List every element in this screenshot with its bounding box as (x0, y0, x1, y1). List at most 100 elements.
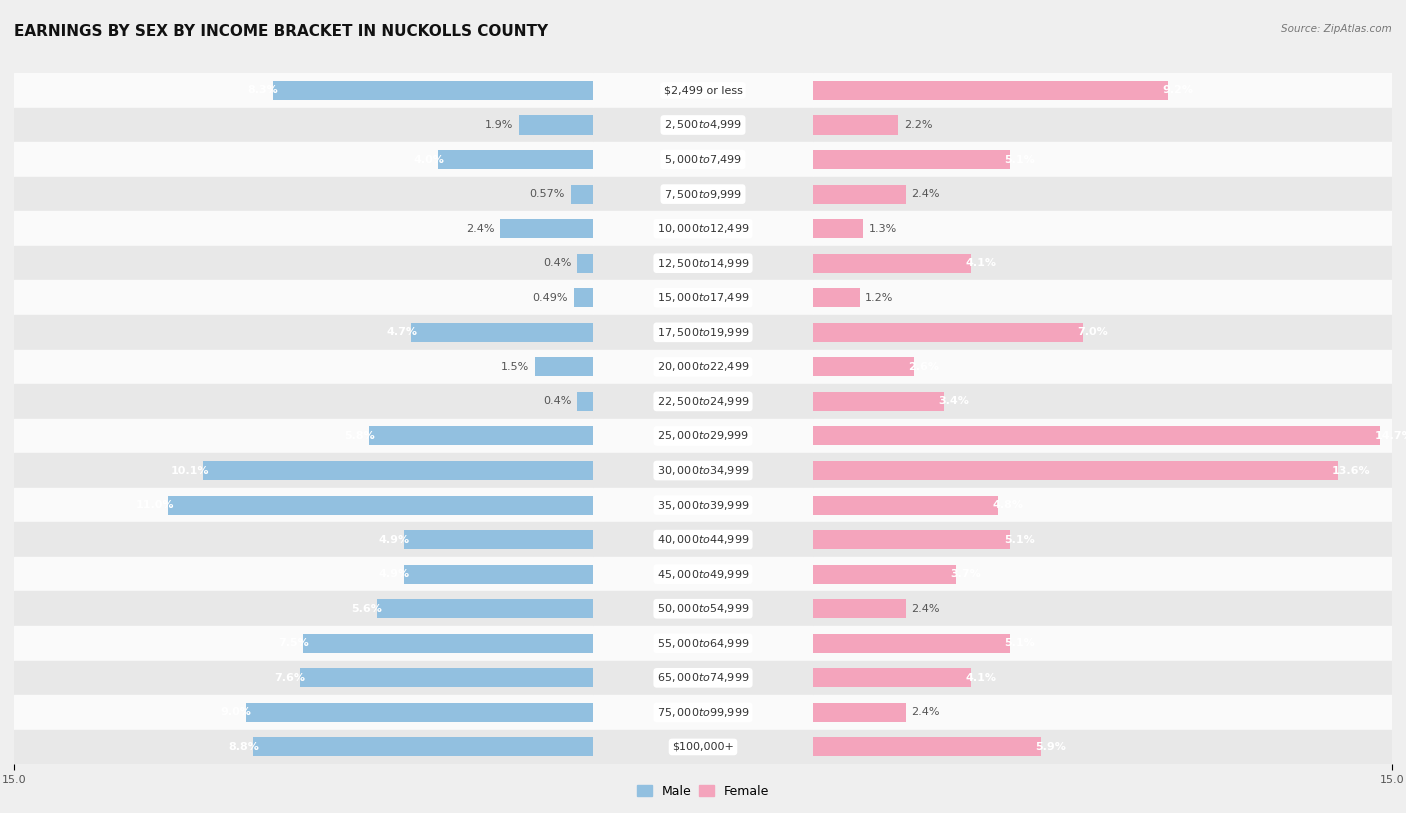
Text: $10,000 to $12,499: $10,000 to $12,499 (657, 222, 749, 235)
Bar (813, 323, 1083, 341)
Text: 0.4%: 0.4% (543, 397, 572, 406)
Bar (593, 246, 813, 280)
Bar (412, 323, 593, 341)
Bar (813, 220, 863, 238)
Text: 4.9%: 4.9% (378, 535, 409, 545)
Text: $25,000 to $29,999: $25,000 to $29,999 (657, 429, 749, 442)
Bar (813, 254, 972, 272)
Bar (593, 176, 813, 211)
Bar (593, 211, 813, 246)
Bar (813, 737, 1040, 756)
Text: $65,000 to $74,999: $65,000 to $74,999 (657, 672, 749, 685)
Bar (273, 81, 593, 100)
Text: 2.6%: 2.6% (908, 362, 939, 372)
Text: $2,499 or less: $2,499 or less (664, 85, 742, 95)
Bar (813, 176, 1392, 211)
Bar (14, 523, 593, 557)
Bar (439, 150, 593, 169)
Text: 1.3%: 1.3% (869, 224, 897, 233)
Text: 0.57%: 0.57% (530, 189, 565, 199)
Bar (578, 254, 593, 272)
Text: $20,000 to $22,499: $20,000 to $22,499 (657, 360, 749, 373)
Text: EARNINGS BY SEX BY INCOME BRACKET IN NUCKOLLS COUNTY: EARNINGS BY SEX BY INCOME BRACKET IN NUC… (14, 24, 548, 39)
Bar (593, 626, 813, 660)
Bar (813, 703, 905, 722)
Text: 10.1%: 10.1% (170, 466, 209, 476)
Text: 1.2%: 1.2% (865, 293, 894, 302)
Bar (813, 488, 1392, 523)
Text: 1.5%: 1.5% (501, 362, 529, 372)
Bar (14, 626, 593, 660)
Text: 5.6%: 5.6% (352, 604, 382, 614)
Bar (304, 634, 593, 653)
Text: 11.0%: 11.0% (135, 500, 174, 510)
Text: 5.9%: 5.9% (1035, 742, 1066, 752)
Bar (813, 530, 1010, 549)
Bar (593, 523, 813, 557)
Bar (377, 599, 593, 618)
Bar (501, 220, 593, 238)
Bar (14, 350, 593, 385)
Text: 7.6%: 7.6% (274, 673, 305, 683)
Bar (14, 488, 593, 523)
Bar (813, 496, 998, 515)
Bar (246, 703, 593, 722)
Bar (813, 350, 1392, 385)
Text: 9.0%: 9.0% (221, 707, 252, 717)
Bar (813, 660, 1392, 695)
Bar (813, 289, 859, 307)
Text: 8.8%: 8.8% (228, 742, 259, 752)
Bar (574, 289, 593, 307)
Text: $100,000+: $100,000+ (672, 742, 734, 752)
Text: $22,500 to $24,999: $22,500 to $24,999 (657, 395, 749, 408)
Text: 1.9%: 1.9% (485, 120, 513, 130)
Bar (571, 185, 593, 203)
Text: 7.5%: 7.5% (278, 638, 309, 648)
Bar (593, 660, 813, 695)
Bar (299, 668, 593, 687)
Text: $7,500 to $9,999: $7,500 to $9,999 (664, 188, 742, 201)
Bar (14, 211, 593, 246)
Text: 2.4%: 2.4% (911, 189, 941, 199)
Bar (14, 246, 593, 280)
Text: $2,500 to $4,999: $2,500 to $4,999 (664, 119, 742, 132)
Bar (534, 358, 593, 376)
Bar (593, 315, 813, 350)
Bar (813, 626, 1392, 660)
Text: 4.7%: 4.7% (387, 328, 418, 337)
Bar (14, 419, 593, 454)
Text: 2.4%: 2.4% (911, 707, 941, 717)
Text: $75,000 to $99,999: $75,000 to $99,999 (657, 706, 749, 719)
Bar (14, 695, 593, 730)
Bar (593, 419, 813, 454)
Bar (813, 73, 1392, 107)
Text: 4.9%: 4.9% (378, 569, 409, 579)
Bar (813, 246, 1392, 280)
Bar (14, 557, 593, 592)
Bar (813, 523, 1392, 557)
Bar (813, 557, 1392, 592)
Bar (813, 150, 1010, 169)
Text: 2.2%: 2.2% (904, 120, 932, 130)
Bar (813, 107, 1392, 142)
Bar (813, 115, 898, 134)
Text: 5.1%: 5.1% (1004, 638, 1035, 648)
Bar (253, 737, 593, 756)
Bar (14, 385, 593, 419)
Text: 2.4%: 2.4% (465, 224, 495, 233)
Bar (593, 280, 813, 315)
Bar (813, 392, 945, 411)
Text: 5.1%: 5.1% (1004, 154, 1035, 164)
Text: 5.1%: 5.1% (1004, 535, 1035, 545)
Text: $30,000 to $34,999: $30,000 to $34,999 (657, 464, 749, 477)
Bar (593, 107, 813, 142)
Bar (519, 115, 593, 134)
Bar (813, 427, 1381, 446)
Bar (813, 185, 905, 203)
Bar (404, 565, 593, 584)
Text: 4.0%: 4.0% (413, 154, 444, 164)
Bar (593, 142, 813, 176)
Bar (813, 142, 1392, 176)
Bar (813, 565, 956, 584)
Bar (813, 461, 1339, 480)
